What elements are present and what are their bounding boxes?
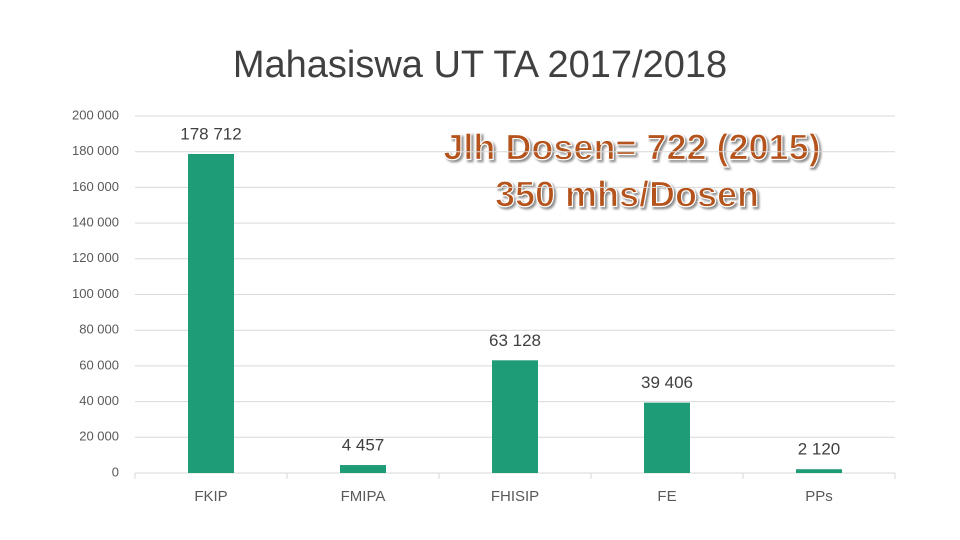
y-tick-label: 120 000	[72, 250, 119, 265]
x-tick-label: FKIP	[194, 488, 227, 505]
bar	[644, 402, 690, 473]
y-tick-label: 80 000	[79, 322, 119, 337]
y-tick-label: 20 000	[79, 429, 119, 444]
y-tick-label: 40 000	[79, 393, 119, 408]
value-label: 4 457	[342, 436, 385, 455]
y-tick-label: 140 000	[72, 215, 119, 230]
value-label: 63 128	[489, 331, 541, 350]
y-tick-label: 180 000	[72, 143, 119, 158]
bar	[796, 469, 842, 473]
bar	[340, 465, 386, 473]
x-tick-label: PPs	[805, 488, 833, 505]
value-label: 2 120	[798, 440, 841, 459]
y-tick-label: 100 000	[72, 286, 119, 301]
x-tick-label: FMIPA	[341, 488, 386, 505]
y-tick-label: 200 000	[72, 107, 119, 122]
value-label: 178 712	[180, 124, 241, 143]
annotation: Jlh Dosen= 722 (2015)	[443, 127, 820, 168]
y-tick-label: 60 000	[79, 357, 119, 372]
value-label: 39 406	[641, 373, 693, 392]
chart-title: Mahasiswa UT TA 2017/2018	[233, 44, 727, 86]
x-tick-label: FE	[657, 488, 676, 505]
annotation: 350 mhs/Dosen	[495, 174, 759, 215]
y-tick-label: 0	[112, 464, 119, 479]
y-tick-label: 160 000	[72, 179, 119, 194]
x-tick-label: FHISIP	[491, 488, 539, 505]
bar	[188, 153, 234, 473]
bar	[492, 360, 538, 473]
